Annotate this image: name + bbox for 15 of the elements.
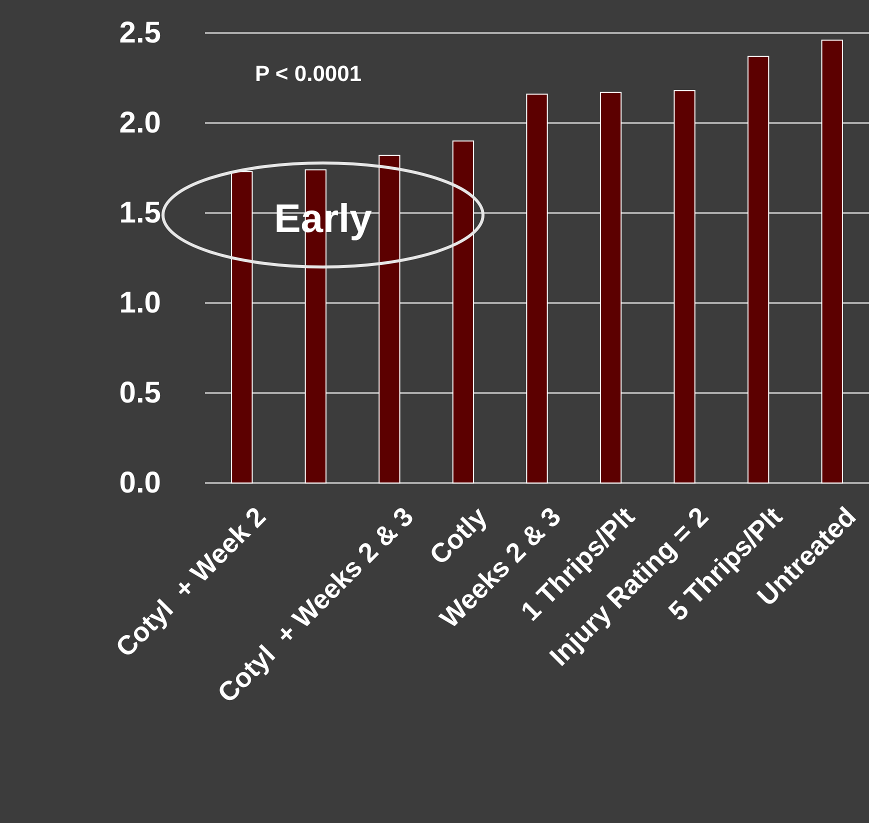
y-tick-label: 2.5 [119, 16, 161, 50]
bar [378, 154, 400, 484]
bar [748, 56, 770, 484]
bar [600, 92, 622, 484]
y-tick-label: 0.5 [119, 376, 161, 410]
y-tick-label: 1.0 [119, 286, 161, 320]
annotation: P < 0.0001 [255, 61, 362, 86]
bar [674, 90, 696, 484]
y-tick-label: 2.0 [119, 106, 161, 140]
y-tick-label: 0.0 [119, 466, 161, 500]
bar [821, 40, 843, 484]
bar [526, 94, 548, 484]
y-tick-label: 1.5 [119, 196, 161, 230]
bar [452, 140, 474, 484]
bar [231, 171, 253, 484]
